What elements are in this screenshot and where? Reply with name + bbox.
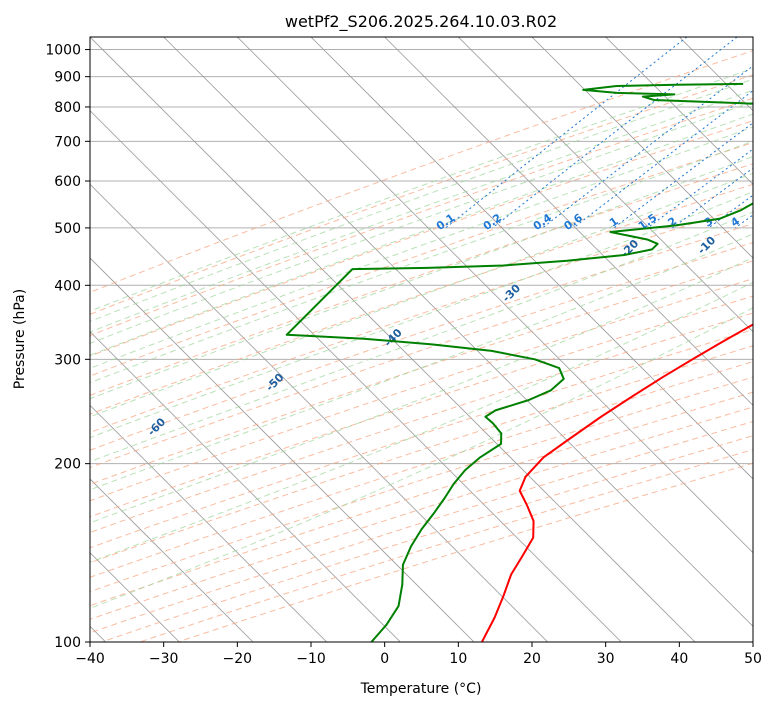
dewpoint-profile-line: [285, 82, 753, 642]
y-axis-ticks: 1000 900 800 700 600 500 400 300 200 100: [45, 43, 90, 651]
isotherm-line: [90, 110, 622, 642]
dry-adiabat-line: [90, 120, 753, 357]
isotherm-line: [163, 37, 753, 627]
x-tick-label: 20: [523, 651, 541, 667]
moist-adiabat-line: [90, 78, 753, 322]
moist-adiabat-line: [90, 67, 753, 312]
dry-adiabat-line: [90, 142, 753, 377]
profile-series: [285, 82, 753, 642]
isotherm-line: [752, 37, 753, 38]
mixing-ratio-line: [445, 37, 688, 229]
dry-adiabat-line: [90, 312, 753, 534]
moist-adiabat-line: [90, 256, 753, 524]
y-tick-label: 900: [54, 70, 81, 86]
mixing-ratio-label: 0.2: [481, 211, 504, 233]
moist-adiabat-line: [90, 281, 753, 563]
x-tick-label: −40: [75, 651, 105, 667]
moist-adiabat-line: [90, 126, 753, 369]
x-axis-label: Temperature (°C): [360, 681, 482, 697]
background-lines: [90, 37, 753, 642]
isotherm-line: [237, 37, 753, 554]
x-tick-label: 30: [597, 651, 615, 667]
isotherm-line: [90, 37, 696, 642]
isotherm-line: [605, 37, 753, 185]
dry-adiabat-line: [90, 163, 753, 396]
isotherm-line: [310, 37, 753, 480]
x-tick-label: −10: [296, 651, 326, 667]
x-tick-label: 0: [380, 651, 389, 667]
isotherm-line: [90, 183, 548, 642]
isotherm-line: [90, 478, 254, 642]
x-tick-label: 50: [744, 651, 762, 667]
mixing-ratio-line: [734, 214, 753, 229]
moist-adiabat-line: [90, 233, 753, 491]
isotherm-line: [458, 37, 753, 333]
moist-adiabat-line: [90, 140, 753, 384]
moist-adiabat-line: [90, 211, 753, 463]
dry-adiabat-line: [90, 361, 753, 578]
mixing-ratio-label: 0.1: [434, 211, 457, 233]
y-tick-label: 700: [54, 134, 81, 150]
plot-frame: [89, 36, 754, 643]
x-axis-ticks: −40 −30 −20 −10 0 10 20 30 40 50: [75, 642, 762, 667]
dry-adiabat-line: [90, 50, 753, 293]
mixing-ratio-label: 1: [607, 215, 621, 230]
moist-adiabat-line: [90, 172, 753, 418]
y-tick-label: 800: [54, 100, 81, 116]
y-tick-label: 600: [54, 174, 81, 190]
dry-adiabat-line: [90, 223, 753, 451]
mixing-ratio-line: [672, 167, 753, 229]
x-tick-label: 40: [670, 651, 688, 667]
mixing-ratio-line: [542, 65, 753, 229]
y-tick-label: 300: [54, 352, 81, 368]
y-tick-label: 500: [54, 221, 81, 237]
moist-adiabat-line: [90, 155, 753, 400]
mixing-ratio-line: [613, 122, 753, 229]
mixing-ratio-label: 0.6: [562, 211, 586, 233]
moist-adiabat-line: [90, 307, 753, 609]
isotherm-label: -40: [382, 326, 405, 349]
y-tick-label: 400: [54, 278, 81, 294]
dry-adiabat-line: [101, 435, 753, 642]
x-tick-label: −30: [149, 651, 179, 667]
mixing-ratio-line: [492, 37, 738, 229]
dry-adiabat-line: [90, 278, 753, 502]
moist-adiabat-line: [90, 89, 753, 333]
dry-adiabat-line: [90, 391, 753, 607]
dry-adiabat-line: [90, 97, 753, 337]
mixing-ratio-label: 2: [666, 215, 680, 230]
isotherm-label: -60: [145, 415, 168, 438]
y-axis-label: Pressure (hPa): [12, 289, 28, 389]
isotherm-label: -10: [695, 233, 718, 256]
temperature-profile-line: [481, 323, 753, 642]
isotherm-line: [384, 37, 753, 406]
mixing-ratio-label: 6: [767, 214, 775, 229]
x-tick-label: −20: [223, 651, 253, 667]
dry-adiabat-line: [90, 260, 753, 485]
mixing-ratio-label: 4: [728, 214, 742, 229]
y-tick-label: 200: [54, 457, 81, 473]
mixing-ratio-line: [572, 90, 753, 229]
moist-adiabat-line: [90, 101, 753, 344]
x-tick-label: 10: [449, 651, 467, 667]
chart-title: wetPf2_S206.2025.264.10.03.R02: [285, 12, 557, 32]
moist-adiabat-line: [90, 113, 753, 356]
dry-adiabat-line: [177, 462, 753, 642]
isotherm-line: [90, 331, 401, 642]
isotherm-line: [90, 257, 475, 642]
moist-adiabat-line: [90, 191, 753, 439]
y-tick-label: 100: [54, 635, 81, 651]
y-tick-label: 1000: [45, 43, 81, 59]
isotherm-label: -20: [618, 237, 641, 260]
dry-adiabat-line: [90, 74, 753, 315]
dry-adiabat-line: [90, 183, 753, 415]
isotherm-line: [90, 404, 327, 642]
isotherm-label: -70: [27, 460, 50, 483]
isotherm-line: [531, 37, 753, 259]
